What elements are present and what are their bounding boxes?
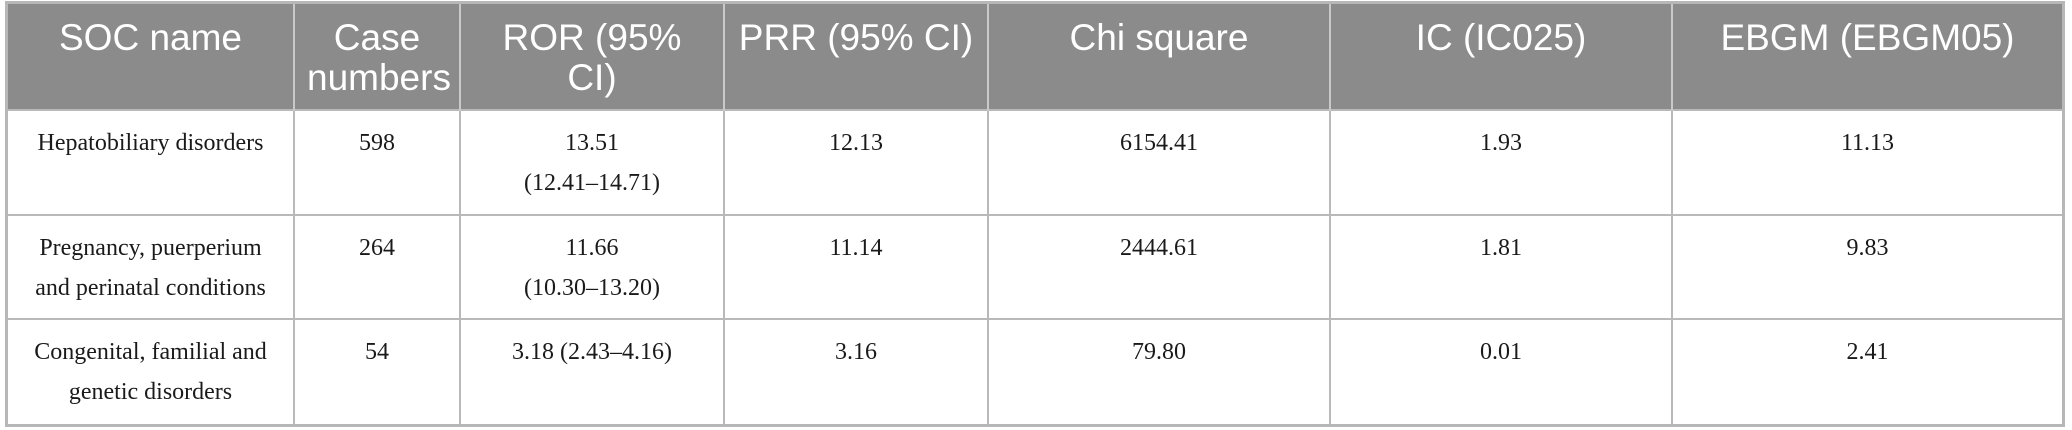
table-row: Hepatobiliary disorders 598 13.51 (12.41… [8, 109, 2062, 216]
cell-ic: 1.81 [1329, 213, 1673, 321]
header-case-numbers: Case numbers [293, 4, 461, 110]
table-header: SOC name Case numbers ROR (95% CI) PRR (… [8, 4, 2062, 110]
ror-value: 11.66 [565, 234, 619, 261]
cell-ebgm: 9.83 [1671, 213, 2062, 321]
cell-ebgm: 11.13 [1671, 109, 2062, 216]
header-chi-square: Chi square [987, 4, 1331, 110]
table-body: Hepatobiliary disorders 598 13.51 (12.41… [8, 109, 2062, 424]
table-row: Congenital, familial and genetic disorde… [8, 318, 2062, 424]
cell-ror: 13.51 (12.41–14.71) [459, 109, 725, 216]
cell-ic: 0.01 [1329, 318, 1673, 424]
header-ic: IC (IC025) [1329, 4, 1673, 110]
cell-case-numbers: 598 [293, 109, 461, 216]
cell-chi-square: 2444.61 [987, 213, 1331, 321]
cell-prr: 12.13 [723, 109, 989, 216]
cell-prr: 3.16 [723, 318, 989, 424]
cell-prr: 11.14 [723, 213, 989, 321]
cell-soc-name: Hepatobiliary disorders [8, 109, 295, 216]
ror-ci: (12.41–14.71) [524, 170, 660, 196]
header-ror: ROR (95% CI) [459, 4, 725, 110]
signal-detection-table: SOC name Case numbers ROR (95% CI) PRR (… [8, 4, 2062, 424]
table-row: Pregnancy, puerperium and perinatal cond… [8, 213, 2062, 321]
ror-ci: (10.30–13.20) [524, 274, 660, 301]
cell-chi-square: 79.80 [987, 318, 1331, 424]
cell-soc-name: Congenital, familial and genetic disorde… [8, 318, 295, 424]
cell-ror: 3.18 (2.43–4.16) [459, 318, 725, 424]
cell-chi-square: 6154.41 [987, 109, 1331, 216]
data-table-container: SOC name Case numbers ROR (95% CI) PRR (… [5, 1, 2065, 427]
cell-case-numbers: 54 [293, 318, 461, 424]
cell-case-numbers: 264 [293, 213, 461, 321]
cell-soc-name: Pregnancy, puerperium and perinatal cond… [8, 213, 295, 321]
ror-value: 13.51 [565, 130, 619, 156]
header-prr: PRR (95% CI) [723, 4, 989, 110]
cell-ebgm: 2.41 [1671, 318, 2062, 424]
cell-ror: 11.66 (10.30–13.20) [459, 213, 725, 321]
header-row: SOC name Case numbers ROR (95% CI) PRR (… [8, 4, 2062, 110]
header-soc-name: SOC name [8, 4, 295, 110]
cell-ic: 1.93 [1329, 109, 1673, 216]
header-ebgm: EBGM (EBGM05) [1671, 4, 2062, 110]
